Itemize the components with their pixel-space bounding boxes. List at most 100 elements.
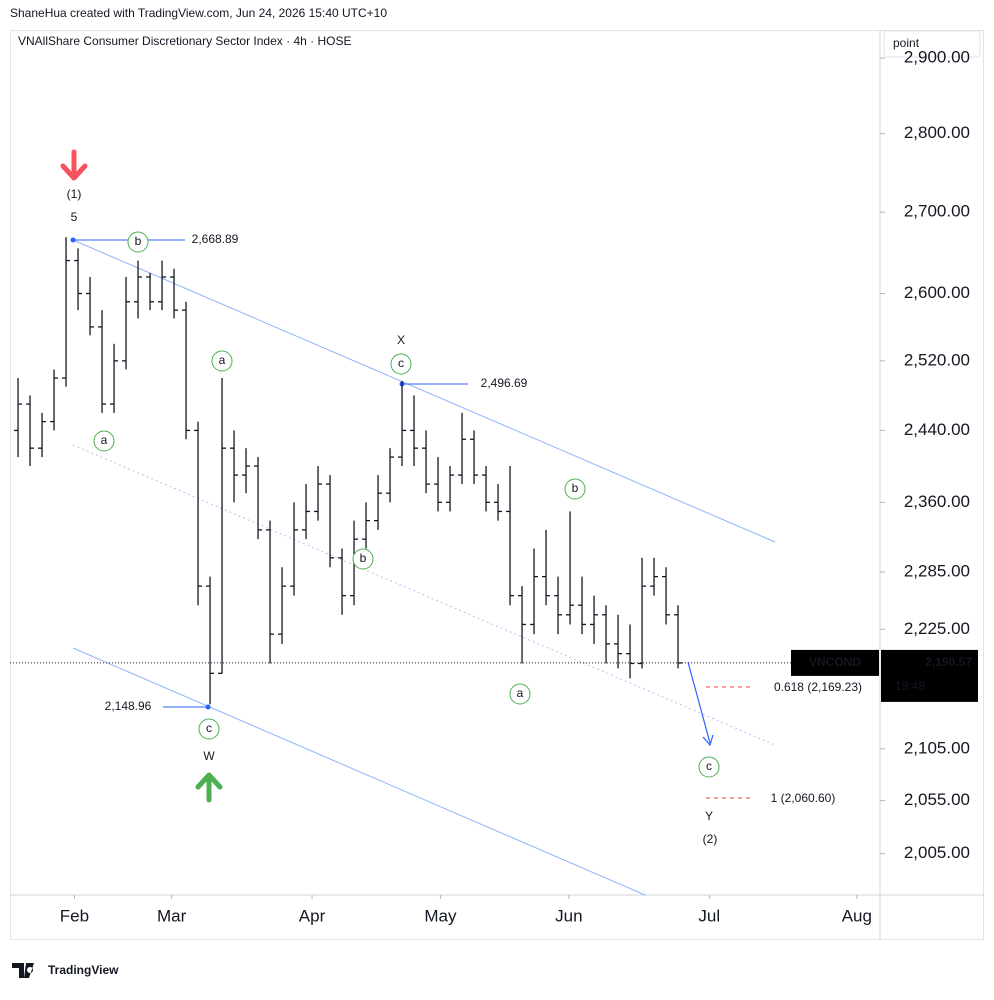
ohlc-bar <box>170 268 179 319</box>
ohlc-bar <box>254 457 263 540</box>
x-tick-label: Mar <box>157 906 187 925</box>
ohlc-bar <box>302 484 311 540</box>
y-tick-label: 2,225.00 <box>904 619 970 638</box>
ohlc-bar <box>446 466 455 512</box>
ohlc-bar <box>74 248 83 311</box>
ohlc-bar <box>470 430 479 485</box>
ohlc-bar <box>206 576 215 705</box>
ohlc-bar <box>266 520 275 664</box>
symbol-label: VNCOND <box>809 655 861 669</box>
wave-circle <box>127 231 149 253</box>
ohlc-bar <box>218 378 227 674</box>
y-tick-label: 2,285.00 <box>904 561 970 580</box>
ohlc-bar <box>542 529 551 606</box>
ohlc-bar <box>398 380 407 467</box>
up-arrow <box>195 772 223 803</box>
wave-label: a <box>101 433 108 447</box>
ohlc-bar <box>110 343 119 413</box>
chart-title: VNAllShare Consumer Discretionary Sector… <box>18 34 351 48</box>
wave-circle <box>698 756 720 778</box>
ohlc-bar <box>602 605 611 664</box>
ohlc-bar <box>614 614 623 669</box>
y-tick-label: 2,800.00 <box>904 123 970 142</box>
ohlc-bar <box>14 378 23 458</box>
ohlc-bar <box>62 237 71 387</box>
wave-circle <box>93 430 115 452</box>
ohlc-bar <box>506 466 515 606</box>
ohlc-bar <box>410 395 419 467</box>
ohlc-bar <box>422 430 431 494</box>
ohlc-bar <box>482 466 491 512</box>
wave-label: b <box>135 234 142 248</box>
ohlc-bar <box>230 430 239 503</box>
ohlc-bar <box>194 421 203 606</box>
wave-label: a <box>219 353 226 367</box>
wave-label: c <box>206 721 212 735</box>
y-tick-label: 2,440.00 <box>904 420 970 439</box>
unit-label: point <box>893 36 920 50</box>
y-tick-label: 2,055.00 <box>904 790 970 809</box>
x-tick-label: Jul <box>698 906 720 925</box>
y-tick-label: 2,600.00 <box>904 283 970 302</box>
wave-degree-label: W <box>203 749 215 763</box>
ohlc-bar <box>158 260 167 311</box>
y-tick-label: 2,900.00 <box>904 48 970 67</box>
ohlc-bar <box>338 548 347 615</box>
ohlc-bar <box>278 567 287 644</box>
ohlc-bar <box>362 502 371 549</box>
ohlc-bar <box>326 475 335 568</box>
ohlc-bar <box>554 576 563 635</box>
price-label: 1 (2,060.60) <box>771 791 836 805</box>
ohlc-bar <box>626 624 635 679</box>
wave-label: b <box>572 481 579 495</box>
projection-arrow <box>687 661 711 744</box>
brand: TradingView <box>12 963 119 978</box>
ohlc-bar <box>122 276 131 370</box>
ohlc-bar <box>434 457 443 512</box>
y-tick-label: 2,005.00 <box>904 843 970 862</box>
ohlc-bar <box>182 301 191 440</box>
wave-circle <box>198 718 220 740</box>
ohlc-bar <box>242 448 251 494</box>
price-tag <box>881 649 978 702</box>
ohlc-bar <box>518 586 527 664</box>
brand-logo <box>12 963 34 978</box>
ohlc-bar <box>494 484 503 521</box>
ohlc-bar <box>146 272 155 311</box>
ohlc-bar <box>98 310 107 413</box>
symbol-tag <box>791 649 879 676</box>
ohlc-bar <box>650 557 659 596</box>
ohlc-bar <box>26 395 35 467</box>
wave-circle <box>509 683 531 705</box>
ohlc-bar <box>530 548 539 635</box>
ohlc-bar <box>38 412 47 458</box>
wave-degree-label: (2) <box>703 832 718 846</box>
wave-circle <box>211 350 233 372</box>
y-tick-label: 2,520.00 <box>904 350 970 369</box>
x-tick-label: Apr <box>299 906 326 925</box>
plot-area: (1)5b 2,668.89aacW2,148.96Xc2,496.69bbacY… <box>14 149 862 896</box>
ohlc-bar <box>314 466 323 521</box>
ohlc-bar <box>638 557 647 669</box>
wave-circle <box>352 548 374 570</box>
ohlc-bar <box>386 448 395 503</box>
channel-middle <box>72 444 776 746</box>
brand-name: TradingView <box>48 963 119 977</box>
channel-upper <box>72 239 776 543</box>
ohlc-bar <box>374 475 383 530</box>
ohlc-bar <box>590 595 599 644</box>
y-tick-label: 2,360.00 <box>904 492 970 511</box>
unit-box[interactable] <box>883 30 981 58</box>
price-label: 0.618 (2,169.23) <box>774 680 862 694</box>
frame <box>10 30 984 940</box>
credit: ShaneHua created with TradingView.com, J… <box>10 6 387 20</box>
wave-degree-label: X <box>397 333 405 347</box>
price-label: 2,668.89 <box>192 232 239 246</box>
arrow-head <box>702 734 714 747</box>
ohlc-bar <box>290 502 299 596</box>
countdown: 19:48 <box>895 679 925 693</box>
ohlc-bar <box>458 412 467 485</box>
